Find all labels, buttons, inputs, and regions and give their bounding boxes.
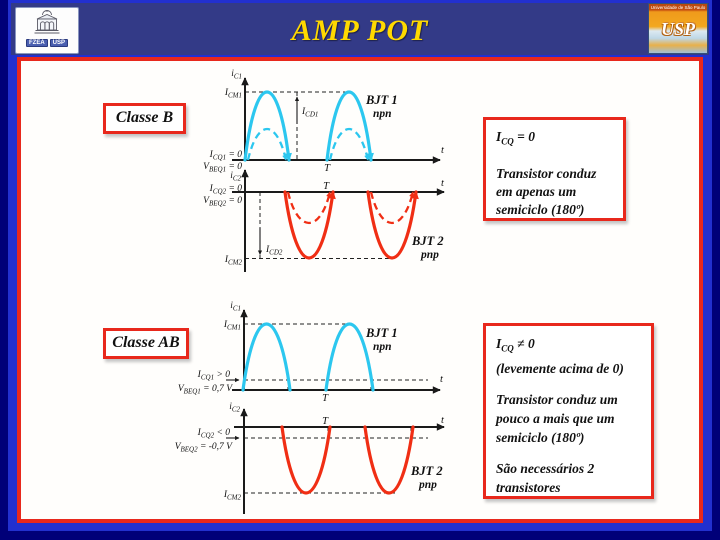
class-ab-note-line: São necessários 2: [496, 460, 595, 476]
class-b-note-line: Transistor conduz: [496, 165, 597, 181]
period-label: T: [323, 181, 330, 192]
device-type-label: npn: [373, 341, 392, 353]
class-ab-note-line: pouco a mais que um: [496, 410, 615, 426]
vbeq-label: VBEQ1 = 0,7 V: [178, 384, 233, 396]
halfwave-2: [366, 190, 419, 260]
class-b-note-line: em apenas um: [496, 183, 577, 199]
t-axis-label: t: [440, 374, 444, 385]
device-label: BJT 2: [411, 234, 444, 248]
class-ab-note: ICQ ≠ 0 (levemente acima de 0) Transisto…: [483, 323, 654, 499]
graph-classab-bjt1: iC1 t ICM1 ICQ1 > 0 VBEQ1 = 0,7 V T BJT …: [178, 301, 444, 404]
t-axis-label: t: [441, 178, 445, 189]
class-b-label: Classe B: [103, 103, 186, 134]
usp-logo-name: USP: [660, 19, 695, 39]
t-axis-label: t: [441, 415, 445, 426]
y-axis-label: iC2: [229, 402, 240, 414]
vbeq-label: VBEQ1 = 0: [203, 162, 242, 174]
icd-label: ICD2: [265, 245, 283, 257]
halfwave-1: [283, 190, 336, 260]
vbeq-label: VBEQ2 = -0,7 V: [175, 442, 233, 454]
building-icon: [34, 10, 60, 34]
dashed-halfwave-2: [369, 191, 415, 224]
halfwave-2: [324, 322, 375, 392]
class-ab-note-formula: ICQ ≠ 0: [496, 336, 535, 354]
halfwave-1: [280, 425, 332, 495]
graph-classb-bjt1: iC1 t ICM1 ICD1 ICQ1 = 0 VBEQ1 = 0 T BJT…: [203, 69, 445, 174]
class-b-note: ICQ = 0 Transistor conduz em apenas um s…: [483, 117, 626, 221]
icq-label: ICQ1 = 0: [209, 150, 243, 162]
device-type-label: pnp: [418, 479, 437, 491]
header-bar: AMP POT FZEA USP Universida: [11, 3, 709, 55]
icq-label: ICQ2 < 0: [197, 428, 231, 440]
y-axis-label: iC1: [231, 69, 242, 81]
period-label: T: [322, 416, 329, 427]
halfwave-1: [241, 322, 292, 392]
icm-label: ICM2: [224, 255, 243, 267]
halfwave-2: [325, 90, 374, 162]
class-ab-label: Classe AB: [103, 328, 189, 359]
graph-classab-bjt2: iC2 t ICM2 ICQ2 < 0 VBEQ2 = -0,7 V T BJT…: [175, 402, 445, 514]
vbeq-label: VBEQ2 = 0: [203, 196, 242, 208]
usp-logo-top-caption: Universidade de São Paulo: [650, 5, 706, 10]
y-axis-label: iC2: [230, 171, 241, 183]
y-axis-label: iC1: [230, 301, 241, 313]
device-type-label: pnp: [420, 249, 439, 261]
icd-label: ICD1: [301, 107, 318, 119]
device-label: BJT 2: [410, 464, 443, 478]
class-b-note-line: semiciclo (180º): [496, 201, 585, 217]
icq-label: ICQ2 = 0: [209, 184, 243, 196]
class-b-note-formula: ICQ = 0: [496, 129, 535, 147]
device-label: BJT 1: [365, 326, 398, 340]
device-label: BJT 1: [365, 93, 398, 107]
icm-label: ICM1: [223, 320, 241, 332]
slide-title: AMP POT: [291, 14, 429, 47]
logo-caption-fzea: FZEA: [25, 39, 48, 47]
dashed-halfwave-1: [286, 191, 332, 224]
halfwave-1: [243, 90, 292, 162]
graph-classb-bjt2: iC2 t ICM2 ICD2 ICQ2 = 0 VBEQ2 = 0 T BJT…: [203, 169, 445, 272]
period-label: T: [324, 163, 331, 174]
logo-caption-usp: USP: [49, 39, 68, 47]
icm-label: ICM2: [223, 490, 242, 502]
icm-label: ICM1: [224, 88, 242, 100]
class-ab-note-line: Transistor conduz um: [496, 391, 618, 407]
class-ab-note-line: semiciclo (180º): [496, 429, 585, 445]
fzea-usp-logo: FZEA USP: [15, 7, 79, 54]
icq-label: ICQ1 > 0: [197, 370, 231, 382]
class-ab-note-line: transistores: [496, 479, 561, 495]
halfwave-2: [363, 425, 415, 495]
device-type-label: npn: [373, 108, 392, 120]
dashed-halfwave-2: [328, 128, 370, 161]
t-axis-label: t: [441, 145, 445, 156]
usp-logo: Universidade de São Paulo USP: [648, 3, 708, 54]
dashed-halfwave-1: [246, 128, 288, 161]
class-ab-note-subtitle: (levemente acima de 0): [496, 360, 624, 376]
period-label: T: [322, 393, 329, 404]
